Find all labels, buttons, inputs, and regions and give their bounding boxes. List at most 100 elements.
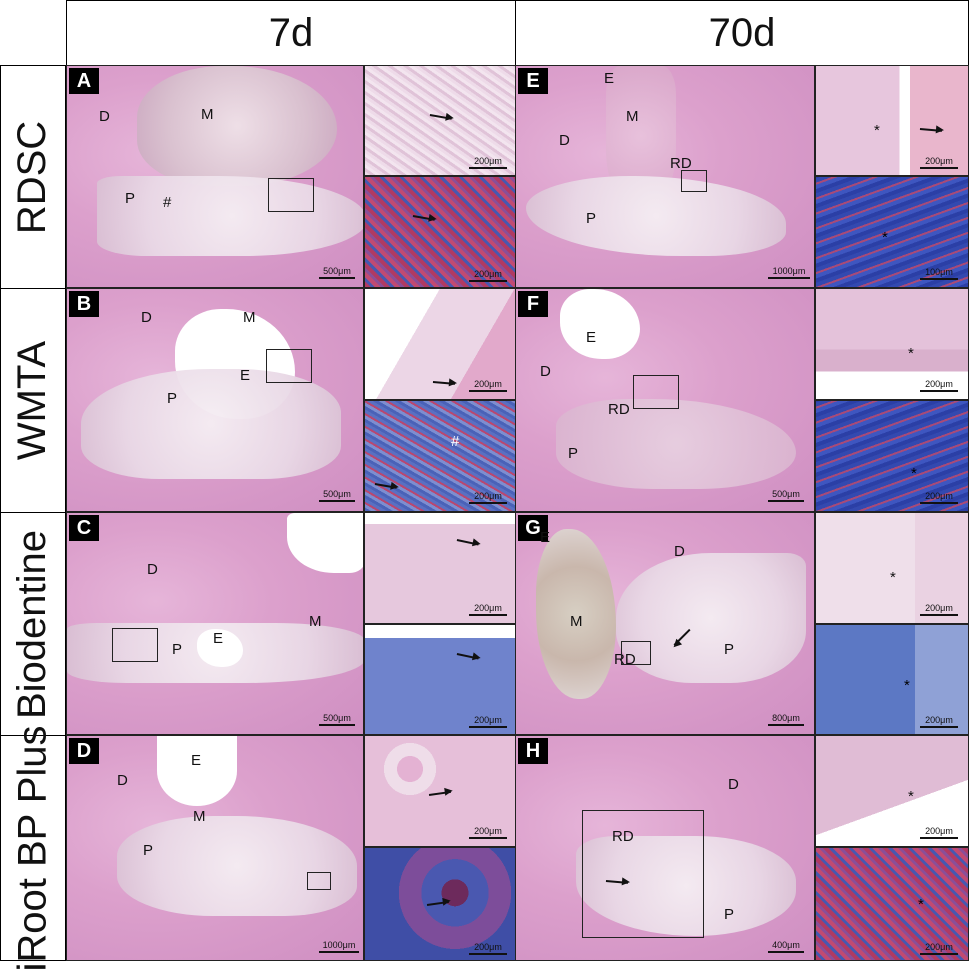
- panel-letter: A: [69, 68, 99, 94]
- inset-region-box: [681, 170, 707, 192]
- label-e: E: [540, 529, 551, 546]
- column-header-70d: 70d: [515, 0, 969, 66]
- label-m: M: [243, 309, 256, 326]
- panel-h-inset-trichrome: * 200μm: [815, 847, 969, 961]
- row-label-iroot: iRoot BP Plus: [0, 725, 66, 971]
- empty-cavity: [560, 289, 640, 359]
- label-p: P: [724, 906, 735, 923]
- empty-cavity: [287, 513, 363, 573]
- label-p: P: [143, 842, 154, 859]
- label-d: D: [559, 132, 570, 149]
- pulp-region: [576, 836, 796, 936]
- label-rd: RD: [608, 401, 630, 418]
- inset-region-box: [266, 349, 312, 383]
- panel-b-inset-trichrome: # 200μm: [364, 400, 516, 512]
- label-p: P: [172, 641, 183, 658]
- pulp-region: [117, 816, 357, 916]
- panel-letter: E: [518, 68, 548, 94]
- pulp-region: [97, 176, 363, 256]
- panel-a-inset-trichrome: 200μm: [364, 176, 516, 288]
- panel-g-main: G E D M RD P 800μm: [515, 512, 815, 735]
- panel-c-main: C D P E M 500μm: [66, 512, 364, 735]
- scale-bar: 200μm: [920, 826, 958, 839]
- row-label-text: RDSC: [10, 120, 55, 234]
- panel-b-inset-he: # 200μm: [364, 288, 516, 400]
- panel-g-inset-trichrome: * 200μm: [815, 624, 969, 735]
- label-e: E: [191, 752, 202, 769]
- panel-letter: G: [518, 515, 548, 541]
- panel-d-main: D D E M P 1000μm: [66, 735, 364, 961]
- scale-bar-label: 100μm: [925, 267, 953, 277]
- panel-c-inset-he: 200μm: [364, 512, 516, 624]
- label-d: D: [674, 543, 685, 560]
- arrow-marker: [374, 483, 397, 489]
- row-label-text: iRoot BP Plus: [10, 724, 55, 971]
- scale-bar: 500μm: [319, 266, 355, 279]
- inset-region-box: [621, 641, 651, 665]
- label-hash: #: [163, 194, 172, 211]
- pulp-region: [556, 399, 796, 489]
- label-d: D: [540, 363, 551, 380]
- pulp-region: [526, 176, 786, 256]
- arrow-marker: [429, 114, 452, 120]
- scale-bar-label: 200μm: [925, 379, 953, 389]
- panel-f-inset-trichrome: * 200μm: [815, 400, 969, 512]
- scale-bar-label: 200μm: [925, 603, 953, 613]
- scale-bar-label: 200μm: [474, 269, 502, 279]
- arrow-marker: [412, 215, 435, 221]
- scale-bar: 200μm: [469, 942, 507, 955]
- label-p: P: [568, 445, 579, 462]
- scale-bar-label: 200μm: [925, 715, 953, 725]
- pulp-region: [81, 369, 341, 479]
- scale-bar: 200μm: [469, 156, 507, 169]
- panel-e-inset-he: * 200μm: [815, 65, 969, 176]
- scale-bar-label: 200μm: [474, 715, 502, 725]
- panel-c-inset-trichrome: 200μm: [364, 624, 516, 735]
- scale-bar-label: 200μm: [474, 603, 502, 613]
- arrow-marker: [432, 381, 455, 385]
- label-d: D: [147, 561, 158, 578]
- scale-bar-label: 200μm: [474, 826, 502, 836]
- scale-bar-label: 200μm: [925, 942, 953, 952]
- column-header-7d: 7d: [66, 0, 516, 66]
- inset-region-box: [633, 375, 679, 409]
- empty-cavity: [197, 629, 243, 667]
- panel-e-inset-trichrome: * 100μm: [815, 176, 969, 288]
- arrow-marker: [456, 539, 479, 546]
- scale-bar: 400μm: [768, 940, 804, 953]
- scale-bar-label: 400μm: [772, 940, 800, 950]
- scale-bar-label: 200μm: [474, 942, 502, 952]
- asterisk-marker: *: [908, 788, 914, 805]
- scale-bar: 200μm: [469, 826, 507, 839]
- scale-bar-label: 500μm: [323, 489, 351, 499]
- panel-h-inset-he: * 200μm: [815, 735, 969, 847]
- asterisk-marker: *: [904, 677, 910, 694]
- scale-bar: 800μm: [768, 713, 804, 726]
- scale-bar: 200μm: [469, 269, 507, 282]
- label-e: E: [586, 329, 597, 346]
- scale-bar: 100μm: [920, 267, 958, 280]
- panel-f-inset-he: * 200μm: [815, 288, 969, 400]
- label-p: P: [724, 641, 735, 658]
- scale-bar: 500μm: [319, 713, 355, 726]
- label-p: P: [586, 210, 597, 227]
- column-label: 7d: [268, 10, 314, 55]
- label-d: D: [117, 772, 128, 789]
- scale-bar: 200μm: [920, 156, 958, 169]
- panel-e-main: E E M D RD P 1000μm: [515, 65, 815, 288]
- row-label-text: WMTA: [10, 340, 55, 461]
- panel-g-inset-he: * 200μm: [815, 512, 969, 624]
- panel-letter: B: [69, 291, 99, 317]
- asterisk-marker: *: [890, 569, 896, 586]
- scale-bar-label: 200μm: [474, 379, 502, 389]
- label-m: M: [193, 808, 206, 825]
- scale-bar: 500μm: [768, 489, 804, 502]
- label-m: M: [570, 613, 583, 630]
- scale-bar-label: 200μm: [474, 156, 502, 166]
- label-rd: RD: [612, 828, 634, 845]
- label-d: D: [141, 309, 152, 326]
- scale-bar: 200μm: [920, 491, 958, 504]
- scale-bar: 200μm: [920, 603, 958, 616]
- scale-bar-label: 500μm: [323, 266, 351, 276]
- pulp-region: [616, 553, 806, 683]
